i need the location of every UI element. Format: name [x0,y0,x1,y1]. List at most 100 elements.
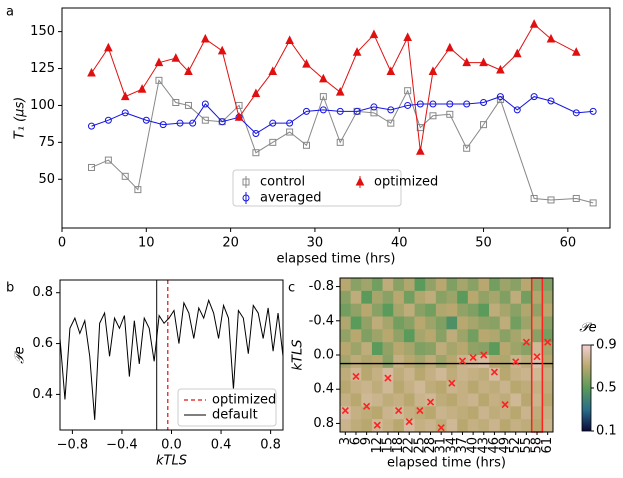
heatmap-cell [435,290,447,304]
x-tick-label: 50 [475,236,492,251]
marker [302,107,310,115]
heatmap-cell [371,355,383,369]
heatmap-cell [510,290,522,304]
x-tick-label: 58 [530,437,545,454]
heatmap-cell [435,367,447,381]
heatmap-cell [531,419,543,433]
heatmap-cell [478,419,490,433]
marker [137,84,147,93]
marker [589,107,597,115]
heatmap-cell [340,303,351,317]
heatmap-cell [414,406,426,420]
heatmap-cell [414,419,426,433]
heatmap-cell [531,406,543,420]
heatmap-cell [425,290,437,304]
heatmap-cell [489,303,501,317]
heatmap-cell [446,380,458,394]
heatmap-cell [467,393,479,407]
heatmap-cell [478,290,490,304]
heatmap-cell [521,380,532,394]
marker [104,156,112,164]
heatmap-cell [414,380,426,394]
marker [336,107,344,115]
heatmap-cell [446,329,458,343]
x-tick-label: 22 [402,437,417,454]
x-tick-label: 31 [434,437,449,454]
heatmap-cell [467,406,479,420]
optimum-marker [395,407,403,415]
marker [480,121,488,129]
heatmap-cell [403,316,415,330]
marker [252,130,260,138]
marker [416,100,424,108]
marker [302,141,310,149]
x-tick-label: 37 [455,437,470,454]
heatmap-cell [457,367,469,381]
heatmap-cell [478,316,490,330]
y-tick-label: -0.8 [309,279,334,294]
x-tick-label: −0.8 [57,438,89,453]
heatmap-cell [393,329,405,343]
heatmap-cell [542,290,554,304]
marker [286,119,294,127]
marker [88,163,96,171]
heatmap-cell [446,303,458,317]
heatmap-cell [382,406,394,420]
marker [496,93,504,101]
heatmap-cell [478,278,490,292]
heatmap-cell [467,419,479,433]
heatmap-cell [542,380,554,394]
heatmap-cell [499,393,511,407]
marker [445,42,455,52]
heatmap-cell [489,380,501,394]
heatmap-cell [382,355,394,369]
heatmap-cell [467,329,479,343]
colorbar-tick-label: 0.9 [596,338,617,353]
heatmap-cell [382,316,394,330]
heatmap-cell [446,290,458,304]
marker [572,109,580,117]
heatmap-cell [435,303,447,317]
heatmap-cell [371,278,383,292]
heatmap-cell [414,316,426,330]
heatmap-cell [531,342,543,356]
heatmap-cell [478,367,490,381]
heatmap-cell [478,406,490,420]
x-tick-label: 30 [307,236,324,251]
marker [463,144,471,152]
heatmap-cell [382,393,394,407]
heatmap-cell [435,342,447,356]
heatmap-cell [403,342,415,356]
heatmap-cell [467,316,479,330]
heatmap-cell [489,406,501,420]
heatmap-cell [521,355,532,369]
marker [234,112,244,121]
axes-frame [61,7,611,229]
heatmap-cell [393,278,405,292]
heatmap-cell [446,342,458,356]
heatmap-cell [361,380,373,394]
heatmap-cell [446,406,458,420]
heatmap-cell [478,303,490,317]
marker [286,128,294,136]
y-tick-label: 0.8 [32,285,53,300]
x-tick-label: 20 [222,236,239,251]
heatmap-cell [403,419,415,433]
heatmap-cell [435,278,447,292]
heatmap-cell [531,380,543,394]
heatmap-cell [510,316,522,330]
marker [404,87,412,95]
heatmap-cell [542,419,554,433]
heatmap-cell [489,316,501,330]
heatmap-cell [446,355,458,369]
heatmap-cell [531,329,543,343]
heatmap-cell [350,290,362,304]
heatmap-cell [510,329,522,343]
heatmap-cell [403,355,415,369]
heatmap-cell [371,406,383,420]
marker [512,48,522,58]
heatmap-cell [457,419,469,433]
heatmap-cell [446,278,458,292]
heatmap-cell [489,278,501,292]
